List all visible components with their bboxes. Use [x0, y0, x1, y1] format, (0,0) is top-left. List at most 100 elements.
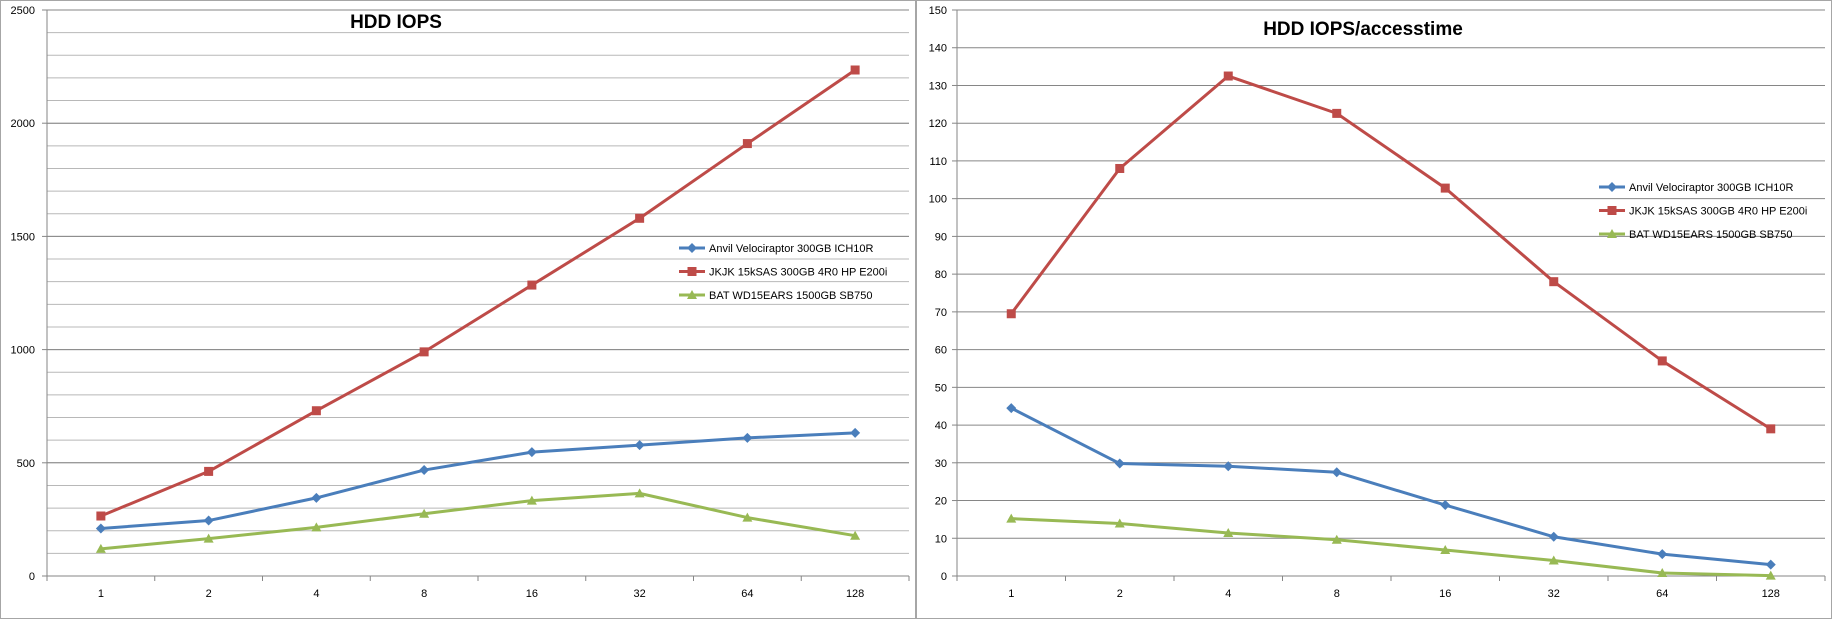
legend-marker-square: [1607, 206, 1617, 215]
data-point-square: [419, 347, 429, 357]
legend-marker-triangle: [687, 290, 697, 299]
chart-svg-iops-accesstime: 0 10 20 30 40 50 60 70 80 90 100 110 120 130 140 150 1 2 4…: [929, 5, 1826, 600]
series-line-1: [1010, 406, 1771, 567]
x-tick-label: 4: [1225, 588, 1231, 600]
data-point-triangle: [526, 495, 537, 505]
data-point-square: [204, 466, 214, 476]
data-point-square: [1006, 309, 1016, 319]
data-point-diamond: [1006, 403, 1017, 414]
data-point-triangle: [203, 533, 214, 543]
legend-marker-square: [687, 267, 697, 276]
y-tick-label: 0: [941, 571, 947, 583]
chart-svg-iops: 0 500 1000 1500 2000 2500 1 2 4 8 16 32 64 128 HDD IOP…: [11, 5, 910, 600]
legend-marker-diamond: [687, 243, 697, 253]
x-tick-label: 128: [846, 588, 864, 600]
data-point-square: [527, 280, 537, 290]
y-tick-label: 20: [935, 496, 947, 508]
data-point-triangle: [634, 488, 645, 498]
chart-panel-iops-accesstime: 0 10 20 30 40 50 60 70 80 90 100 110 120 130 140 150 1 2 4…: [916, 0, 1832, 619]
y-tick-label: 1000: [11, 345, 35, 357]
x-tick-label: 32: [634, 588, 646, 600]
legend-marker-diamond: [1607, 182, 1617, 192]
x-tick-label: 8: [1334, 588, 1340, 600]
data-point-square: [1549, 277, 1559, 287]
y-tick-label: 70: [935, 307, 947, 319]
legend-label: Anvil Velociraptor 300GB ICH10R: [1629, 182, 1794, 194]
data-point-diamond: [1657, 549, 1668, 560]
x-tick-label: 2: [1117, 588, 1123, 600]
chart-title: HDD IOPS: [350, 12, 442, 33]
y-tick-label: 1500: [11, 231, 35, 243]
legend-label: Anvil Velociraptor 300GB ICH10R: [709, 243, 874, 255]
y-tick-label: 110: [929, 156, 947, 168]
x-tick-label: 1: [1008, 588, 1014, 600]
data-point-diamond: [742, 432, 753, 443]
data-point-square: [311, 406, 321, 416]
legend-label: BAT WD15EARS 1500GB SB750: [709, 290, 872, 302]
y-tick-label: 50: [935, 382, 947, 394]
y-tick-label: 130: [929, 80, 947, 92]
data-point-square: [1115, 163, 1125, 173]
data-point-diamond: [1223, 461, 1234, 472]
y-tick-label: 500: [17, 458, 35, 470]
data-point-triangle: [1440, 544, 1451, 554]
data-point-square: [1223, 71, 1233, 81]
data-point-square: [96, 511, 106, 521]
y-tick-label: 60: [935, 345, 947, 357]
data-point-triangle: [850, 530, 861, 540]
y-tick-label: 2500: [11, 5, 35, 17]
series-line-3: [1011, 517, 1771, 578]
data-point-triangle: [1657, 567, 1668, 577]
y-tick-label: 150: [929, 5, 947, 17]
x-tick-label: 2: [206, 588, 212, 600]
data-point-triangle: [95, 543, 106, 553]
data-point-triangle: [1331, 534, 1342, 544]
x-tick-label: 4: [313, 588, 319, 600]
series-line-2: [1010, 74, 1772, 431]
data-point-diamond: [526, 447, 537, 458]
data-point-square: [1657, 356, 1667, 366]
data-point-triangle: [419, 508, 430, 518]
data-point-diamond: [634, 440, 645, 451]
y-tick-label: 80: [935, 269, 947, 281]
legend-label: JKJK 15kSAS 300GB 4R0 HP E200i: [1629, 206, 1807, 218]
series-line-3: [100, 491, 856, 551]
y-tick-label: 120: [929, 118, 947, 130]
data-point-square: [635, 213, 645, 223]
x-tick-label: 64: [741, 588, 753, 600]
x-tick-label: 128: [1762, 588, 1780, 600]
chart-title: HDD IOPS/accesstime: [1263, 19, 1463, 40]
y-tick-label: 10: [935, 533, 947, 545]
y-tick-label: 30: [935, 458, 947, 470]
data-point-square: [1440, 183, 1450, 193]
data-point-triangle: [1223, 527, 1234, 537]
data-point-square: [1332, 108, 1342, 118]
data-point-diamond: [1331, 467, 1342, 478]
data-point-square: [850, 65, 860, 75]
data-point-triangle: [1548, 555, 1559, 565]
x-tick-label: 64: [1656, 588, 1668, 600]
legend-marker-triangle: [1607, 229, 1617, 238]
data-point-triangle: [1006, 513, 1017, 523]
data-point-diamond: [1440, 500, 1451, 511]
data-point-square: [742, 139, 752, 149]
x-tick-label: 1: [98, 588, 104, 600]
series-line-1: [100, 431, 856, 530]
data-point-triangle: [1765, 570, 1776, 580]
chart-panel-iops: 0 500 1000 1500 2000 2500 1 2 4 8 16 32 64 128 HDD IOP…: [0, 0, 916, 619]
y-tick-label: 2000: [11, 118, 35, 130]
data-point-triangle: [1114, 518, 1125, 528]
y-tick-label: 140: [929, 43, 947, 55]
data-point-square: [1766, 424, 1776, 434]
y-tick-label: 90: [935, 231, 947, 243]
data-point-diamond: [1114, 458, 1125, 469]
y-tick-label: 0: [29, 571, 35, 583]
data-point-diamond: [203, 515, 214, 526]
data-point-diamond: [850, 427, 861, 438]
data-point-triangle: [742, 512, 753, 522]
data-point-diamond: [1548, 531, 1559, 542]
x-tick-label: 8: [421, 588, 427, 600]
data-point-diamond: [419, 465, 430, 476]
y-tick-label: 40: [935, 420, 947, 432]
data-point-triangle: [311, 522, 322, 532]
